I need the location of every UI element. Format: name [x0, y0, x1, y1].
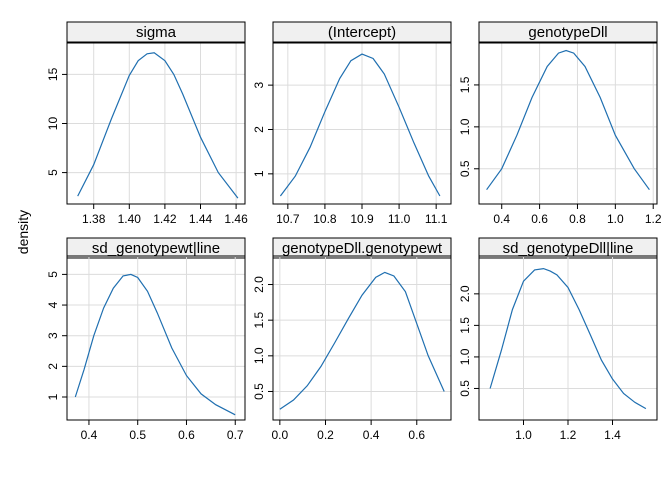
y-tick-label: 1.0	[458, 348, 472, 365]
x-tick-label: 1.2	[645, 212, 662, 226]
x-tick-label: 11.0	[388, 212, 411, 226]
x-tick-label: 1.42	[153, 212, 177, 226]
y-axis-label: density	[15, 210, 31, 254]
x-tick-label: 1.4	[604, 428, 621, 442]
y-tick-label: 0.5	[458, 380, 472, 397]
x-tick-label: 1.44	[189, 212, 213, 226]
x-tick-label: 0.4	[493, 212, 510, 226]
panel-frame	[272, 255, 452, 421]
x-tick-label: 0.4	[81, 428, 98, 442]
y-tick-label: 3	[252, 81, 266, 88]
x-tick-label: 1.46	[224, 212, 248, 226]
panel-3: sd_genotypewt|line 0.4 0.5 0.6 0.7 1 2 3 4 5	[46, 237, 246, 442]
y-tick-label: 1.5	[252, 312, 266, 329]
panel-strip-label: sd_genotypewt|line	[92, 240, 220, 257]
x-tick-label: 1.2	[560, 428, 577, 442]
x-tick-label: 10.8	[313, 212, 337, 226]
y-tick-label: 1.5	[458, 76, 472, 93]
y-tick-label: 2.0	[252, 276, 266, 293]
x-tick-label: 0.6	[408, 428, 425, 442]
y-tick-label: 1.5	[458, 317, 472, 334]
y-tick-label: 5	[46, 169, 60, 176]
y-tick-label: 5	[46, 271, 60, 278]
y-tick-label: 3	[46, 332, 60, 339]
x-tick-label: 1.0	[515, 428, 532, 442]
y-tick-label: 15	[46, 67, 60, 81]
y-tick-label: 1	[252, 170, 266, 177]
panel-strip-label: sigma	[136, 24, 177, 41]
panel-2: genotypeDll 0.4 0.6 0.8 1.0 1.2 0.5 1.0 1.5	[458, 21, 662, 226]
panel-strip	[66, 237, 246, 259]
y-tick-label: 2.0	[458, 285, 472, 302]
x-tick-label: 0.2	[317, 428, 334, 442]
panel-strip-label: (Intercept)	[328, 24, 396, 41]
y-tick-label: 2	[46, 363, 60, 370]
y-tick-label: 10	[46, 117, 60, 131]
y-tick-label: 2	[252, 126, 266, 133]
panel-1: (Intercept) 10.7 10.8 10.9 11.0 11.1 1 2 3	[252, 21, 452, 226]
x-tick-label: 0.0	[272, 428, 289, 442]
panel-frame	[478, 42, 658, 205]
y-tick-label: 1	[46, 393, 60, 400]
density-line	[279, 53, 441, 197]
x-tick-label: 10.9	[350, 212, 374, 226]
panel-strip-label: genotypeDll	[528, 24, 607, 41]
x-tick-label: 0.6	[178, 428, 195, 442]
panel-strip	[478, 21, 658, 43]
panel-5: sd_genotypeDll|line 1.0 1.2 1.4 0.5 1.0 1.5 2.0	[458, 237, 658, 442]
y-tick-label: 1.0	[458, 118, 472, 135]
density-line	[486, 49, 650, 191]
x-tick-label: 10.7	[276, 212, 300, 226]
panel-strip	[272, 237, 452, 259]
density-line	[74, 273, 236, 416]
x-tick-label: 0.6	[531, 212, 548, 226]
panel-frame	[66, 255, 246, 421]
x-tick-label: 11.1	[425, 212, 448, 226]
y-tick-label: 1.0	[252, 347, 266, 364]
panel-strip-label: genotypeDll.genotypewt	[282, 240, 443, 257]
x-tick-label: 0.5	[129, 428, 146, 442]
density-line	[489, 267, 647, 410]
x-tick-label: 0.4	[363, 428, 380, 442]
y-tick-label: 4	[46, 301, 60, 308]
x-tick-label: 1.0	[607, 212, 624, 226]
panel-strip-label: sd_genotypeDll|line	[503, 240, 634, 257]
x-tick-label: 0.8	[569, 212, 586, 226]
y-tick-label: 0.5	[252, 383, 266, 400]
density-line	[77, 52, 239, 199]
x-tick-label: 0.7	[227, 428, 244, 442]
panel-4: genotypeDll.genotypewt 0.0 0.2 0.4 0.6 0.5 1.0…	[252, 237, 452, 442]
y-tick-label: 0.5	[458, 160, 472, 177]
panel-strip	[66, 21, 246, 43]
x-tick-label: 1.38	[82, 212, 106, 226]
panel-strip	[272, 21, 452, 43]
x-tick-label: 1.40	[118, 212, 142, 226]
density-line	[279, 271, 445, 410]
panel-0: sigma 1.38 1.40 1.42 1.44 1.46 5 10 15	[46, 21, 248, 226]
